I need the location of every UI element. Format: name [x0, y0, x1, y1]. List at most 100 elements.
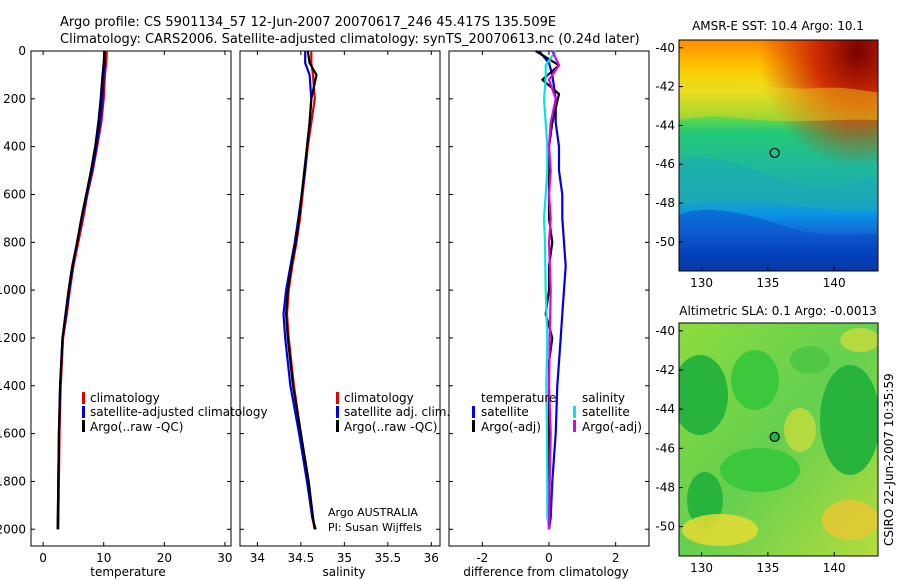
sla-yellow-patch: [840, 328, 878, 352]
temperature-legend: climatology satellite-adjusted climatolo…: [82, 391, 268, 434]
legend-label-temp-argo: Argo(-adj): [481, 420, 541, 434]
legend-swatch-satellite: [336, 406, 339, 418]
y-tick-label: 1800: [0, 474, 26, 488]
legend-label-argo: Argo(..raw -QC): [90, 420, 183, 434]
y-tick-label: 0: [18, 44, 26, 58]
legend-swatch-argo: [336, 420, 339, 432]
sla-argo-location-marker: [769, 431, 780, 442]
temperature-plot-area: 0 10 20 30 0 200 400 600 800 1000 1200 1400 1600 1800…: [0, 44, 233, 565]
sla-yellow-patch: [784, 408, 816, 452]
y-tick-label: 1000: [0, 283, 26, 297]
legend-swatch-climatology: [336, 392, 339, 404]
sst-map-panel: AMSR-E SST: 10.4 Argo: 10.1 130 135 140 -40…: [655, 19, 879, 290]
y-tick-label: 400: [3, 140, 26, 154]
x-tick-label: 0: [39, 551, 47, 565]
map-y-tick-label: -42: [655, 80, 675, 94]
legend-swatch-sal-argo: [573, 420, 576, 432]
salinity-xlabel: salinity: [322, 565, 365, 579]
legend-swatch-argo: [82, 420, 85, 432]
sla-blob: [720, 448, 800, 492]
map-x-tick-label: 135: [756, 276, 779, 290]
x-tick-label: 35: [337, 551, 352, 565]
map-y-tick-label: -48: [655, 196, 675, 210]
y-tick-label: 600: [3, 187, 26, 201]
y-tick-label: 2000: [0, 522, 26, 536]
sst-map-title: AMSR-E SST: 10.4 Argo: 10.1: [692, 19, 864, 33]
legend-heading-salinity: salinity: [582, 391, 625, 405]
map-x-tick-label: 130: [690, 276, 713, 290]
x-tick-label: 34: [250, 551, 265, 565]
figure-title-line2: Climatology: CARS2006. Satellite-adjuste…: [60, 32, 640, 47]
map-y-tick-label: -40: [655, 324, 675, 338]
map-x-tick-label: 140: [823, 561, 846, 575]
legend-swatch-temp-argo: [472, 420, 475, 432]
map-y-tick-label: -44: [655, 118, 675, 132]
difference-panel: -2 0 2 difference from climatology: [448, 50, 650, 579]
sla-map-panel: Altimetric SLA: 0.1 Argo: -0.0013 130 135…: [655, 304, 879, 575]
sla-yellow-patch: [682, 514, 758, 546]
map-x-tick-label: 135: [756, 561, 779, 575]
legend-label-satellite: satellite adj. clim.: [344, 405, 450, 419]
legend-swatch-sal-satellite: [573, 406, 576, 418]
legend-label-climatology: climatology: [90, 391, 160, 405]
temperature-panel: 0 10 20 30 0 200 400 600 800 1000 1200 1400 1600 1800…: [0, 44, 233, 579]
x-tick-label: 30: [217, 551, 232, 565]
legend-label-argo: Argo(..raw -QC): [344, 420, 437, 434]
sst-cold-tongue: [679, 209, 878, 271]
map-y-tick-label: -50: [655, 235, 675, 249]
map-x-tick-label: 130: [690, 561, 713, 575]
sla-map-image: [679, 323, 878, 556]
sla-yellow-patch: [822, 500, 878, 540]
sla-blob: [687, 472, 723, 528]
sst-map-axes: 130 135 140 -40 -42 -44 -46 -48 -50: [655, 41, 845, 290]
map-y-tick-label: -46: [655, 157, 675, 171]
legend-label-satellite: satellite-adjusted climatology: [90, 405, 268, 419]
series-line-argo: [285, 50, 318, 530]
temperature-axes-frame: [30, 50, 232, 547]
sla-blob: [679, 355, 728, 435]
pi-annotation: PI: Susan Wijffels: [328, 521, 422, 534]
sla-blob: [820, 365, 878, 475]
sst-map-frame: [678, 39, 879, 272]
legend-swatch-temp-satellite: [472, 406, 475, 418]
map-x-tick-label: 140: [823, 276, 846, 290]
x-tick-label: 10: [96, 551, 111, 565]
series-line-salinity-satellite: [542, 50, 557, 530]
difference-xlabel: difference from climatology: [463, 565, 629, 579]
map-y-tick-label: -46: [655, 441, 675, 455]
sst-cool-front: [679, 157, 878, 212]
sla-blob: [731, 350, 779, 410]
salinity-plot-area: 34 34.5 35 35.5 36: [240, 50, 440, 565]
map-y-tick-label: -44: [655, 402, 675, 416]
legend-swatch-satellite: [82, 406, 85, 418]
sla-blob: [790, 346, 830, 374]
y-tick-label: 1200: [0, 331, 26, 345]
sst-argo-location-marker: [769, 147, 780, 159]
legend-swatch-climatology: [82, 392, 85, 404]
series-line-argo: [56, 50, 106, 530]
legend-label-climatology: climatology: [344, 391, 414, 405]
sla-map-frame: [678, 322, 879, 557]
figure-title-line1: Argo profile: CS 5901134_57 12-Jun-2007 …: [60, 15, 556, 30]
x-tick-label: 35.5: [374, 551, 401, 565]
y-tick-label: 1600: [0, 427, 26, 441]
x-tick-label: 2: [612, 551, 620, 565]
side-timestamp-label: CSIRO 22-Jun-2007 10:35:59: [882, 373, 896, 546]
legend-label-temp-satellite: satellite: [481, 405, 529, 419]
temperature-xlabel: temperature: [90, 565, 165, 579]
legend-label-sal-satellite: satellite: [582, 405, 630, 419]
x-tick-label: 34.5: [288, 551, 315, 565]
difference-plot-area: -2 0 2: [449, 50, 649, 565]
float-owner-annotation: Argo AUSTRALIA: [328, 506, 418, 519]
sla-map-title: Altimetric SLA: 0.1 Argo: -0.0013: [679, 304, 876, 318]
sst-warm-tongue: [679, 80, 878, 122]
map-y-tick-label: -50: [655, 520, 675, 534]
legend-heading-temperature: temperature: [481, 391, 556, 405]
x-tick-label: -2: [476, 551, 488, 565]
sla-map-axes: 130 135 140 -40 -42 -44 -46 -48 -50: [655, 324, 845, 575]
difference-legend: temperature satellite Argo(-adj) salinit…: [472, 391, 642, 434]
series-line-salinity-argo: [547, 50, 561, 530]
x-tick-label: 20: [157, 551, 172, 565]
legend-label-sal-argo: Argo(-adj): [582, 420, 642, 434]
